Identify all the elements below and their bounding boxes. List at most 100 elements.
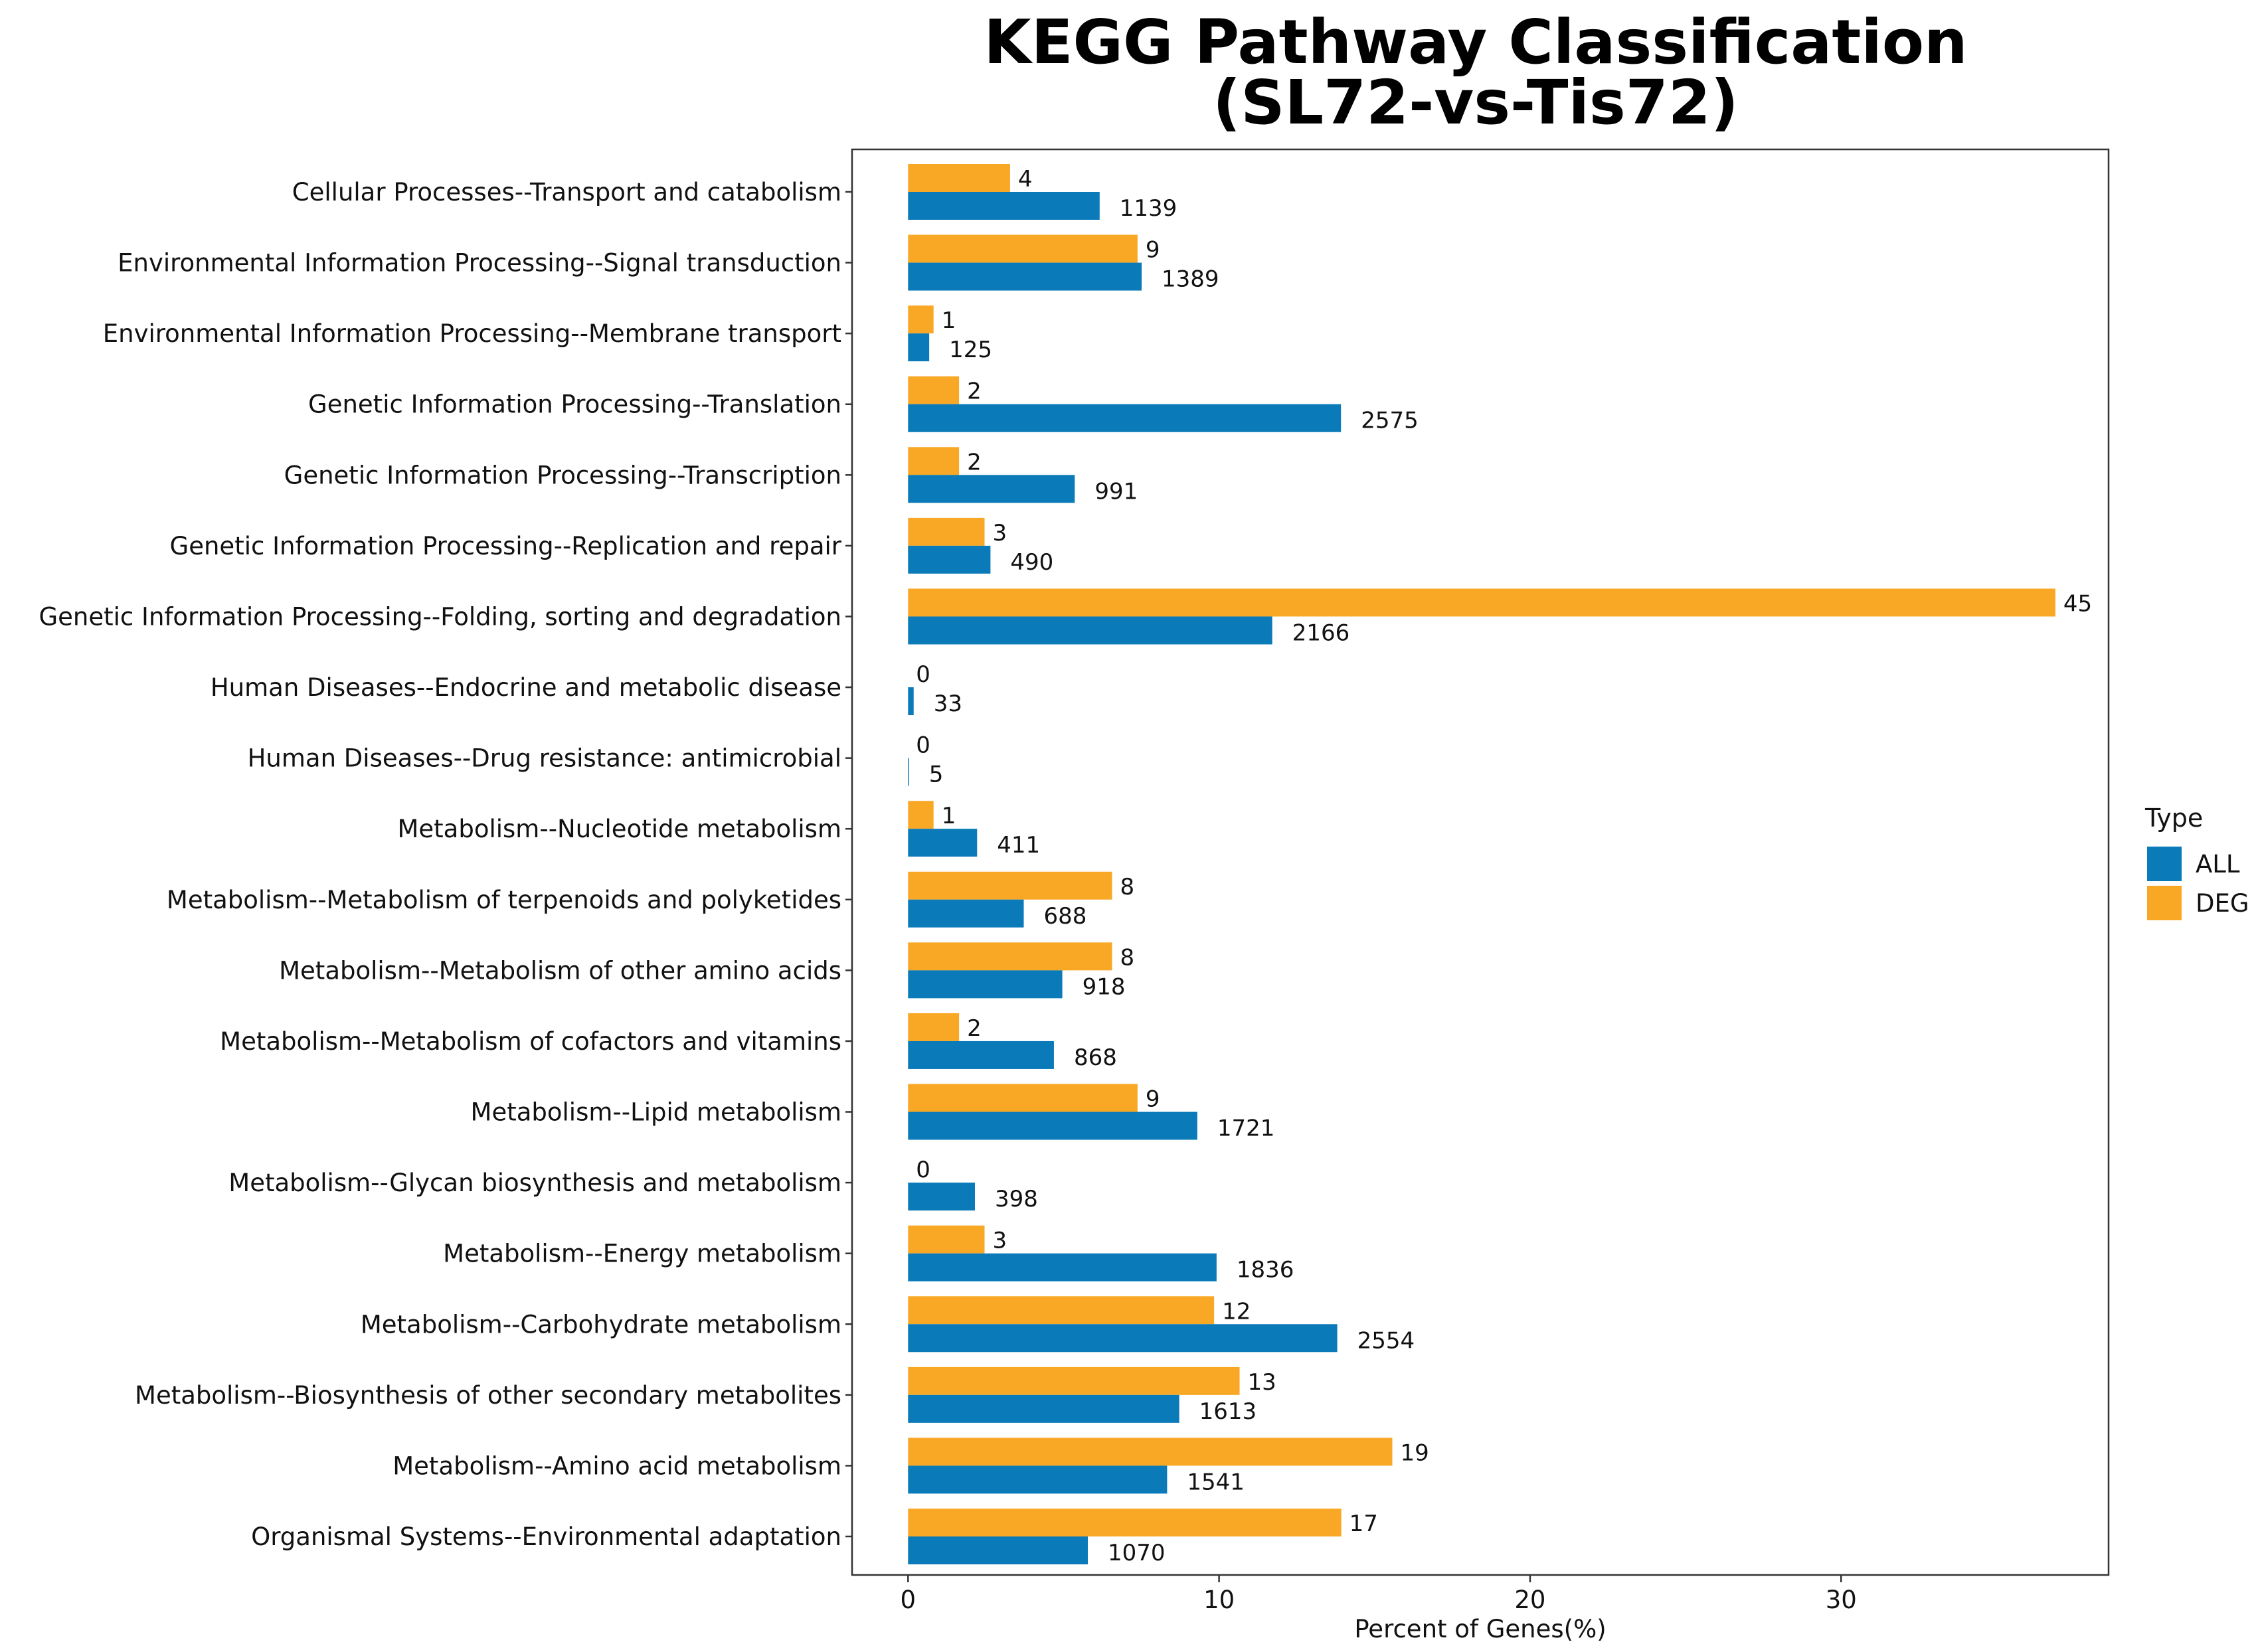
category-label: Genetic Information Processing--Replicat…: [170, 532, 842, 560]
category-label: Metabolism--Metabolism of other amino ac…: [279, 956, 841, 985]
bar-all: [908, 829, 978, 857]
bar-deg: [908, 801, 934, 829]
plot-frame: [851, 148, 2110, 1576]
bar-all: [908, 1112, 1197, 1140]
bar-deg: [908, 1013, 960, 1041]
bar-label-all: 688: [1044, 903, 1087, 930]
bar-label-all: 5: [929, 762, 944, 788]
category-label: Organismal Systems--Environmental adapta…: [251, 1523, 841, 1551]
bar-all: [908, 262, 1142, 291]
bar-label-deg: 1: [942, 803, 956, 829]
bar-deg: [908, 588, 2055, 617]
bar-deg: [908, 1366, 1240, 1395]
bar-all: [908, 1183, 975, 1211]
category-label: Genetic Information Processing--Folding,…: [39, 602, 842, 631]
bars-layer: 4113991389112522575299134904521660330514…: [908, 164, 2092, 1566]
bar-all: [908, 1465, 1168, 1494]
bar-label-all: 125: [949, 337, 992, 363]
category-label: Human Diseases--Drug resistance: antimic…: [248, 744, 841, 773]
bar-label-deg: 1: [942, 307, 956, 334]
bar-label-all: 1139: [1120, 195, 1177, 222]
bar-all: [908, 687, 914, 716]
x-tick-label: 10: [1203, 1586, 1235, 1614]
category-label: Metabolism--Lipid metabolism: [471, 1098, 841, 1127]
category-label: Metabolism--Metabolism of terpenoids and…: [167, 886, 841, 914]
x-axis-title: Percent of Genes(%): [1354, 1615, 1606, 1643]
bar-label-all: 411: [997, 832, 1040, 859]
bar-label-all: 1613: [1199, 1398, 1257, 1425]
bar-deg: [908, 1509, 1342, 1536]
bar-label-deg: 2: [967, 378, 982, 405]
bar-all: [908, 333, 930, 362]
x-tick-label: 20: [1514, 1586, 1545, 1614]
bar-label-deg: 0: [916, 732, 930, 759]
bar-all: [908, 758, 909, 786]
category-axis: Cellular Processes--Transport and catabo…: [39, 178, 852, 1551]
bar-label-deg: 8: [1120, 944, 1135, 971]
bar-label-all: 2166: [1292, 620, 1350, 646]
bar-label-deg: 17: [1349, 1511, 1378, 1537]
bar-label-deg: 2: [967, 449, 982, 475]
bar-label-deg: 0: [916, 1157, 930, 1183]
bar-deg: [908, 376, 960, 404]
bar-all: [908, 1253, 1217, 1281]
bar-all: [908, 1536, 1088, 1564]
bar-deg: [908, 1296, 1215, 1325]
bar-label-deg: 9: [1146, 1086, 1160, 1113]
bar-deg: [908, 517, 985, 546]
bar-deg: [908, 447, 960, 475]
x-tick-label: 30: [1826, 1586, 1857, 1614]
category-label: Environmental Information Processing--Si…: [118, 249, 841, 278]
bar-label-all: 991: [1094, 478, 1138, 505]
x-tick-label: 0: [901, 1586, 916, 1614]
bar-label-deg: 0: [916, 661, 930, 688]
bar-label-all: 868: [1074, 1044, 1117, 1071]
legend-title: Type: [2144, 803, 2203, 833]
x-axis: 0 10 20 30: [901, 1575, 1857, 1614]
bar-deg: [908, 942, 1112, 971]
bar-all: [908, 616, 1272, 645]
bar-label-deg: 8: [1120, 874, 1135, 900]
bar-label-all: 918: [1083, 973, 1126, 1000]
bar-label-all: 2554: [1357, 1327, 1415, 1354]
bar-label-deg: 13: [1248, 1369, 1276, 1396]
bar-all: [908, 475, 1075, 503]
bar-deg: [908, 871, 1112, 900]
bar-deg: [908, 1225, 985, 1254]
legend-label-deg: DEG: [2196, 889, 2249, 918]
bar-all: [908, 970, 1063, 999]
bar-deg: [908, 164, 1010, 192]
bar-all: [908, 192, 1100, 220]
bar-all: [908, 1394, 1179, 1423]
bar-all: [908, 1324, 1338, 1353]
bar-deg: [908, 1438, 1393, 1466]
bar-label-all: 1721: [1217, 1115, 1275, 1142]
bar-deg: [908, 305, 934, 334]
category-label: Genetic Information Processing--Translat…: [308, 390, 841, 419]
bar-label-all: 398: [995, 1186, 1038, 1212]
legend: Type ALL DEG: [2144, 803, 2249, 920]
bar-label-all: 1070: [1108, 1540, 1166, 1566]
bar-label-deg: 12: [1222, 1298, 1251, 1325]
legend-label-all: ALL: [2196, 850, 2240, 878]
bar-label-all: 1836: [1237, 1257, 1294, 1283]
category-label: Metabolism--Glycan biosynthesis and meta…: [228, 1169, 841, 1197]
category-label: Metabolism--Carbohydrate metabolism: [361, 1310, 841, 1339]
bar-label-all: 33: [934, 691, 962, 717]
category-label: Human Diseases--Endocrine and metabolic …: [211, 673, 841, 702]
chart-title-line-1: KEGG Pathway Classification: [984, 7, 1967, 78]
category-label: Genetic Information Processing--Transcri…: [284, 461, 841, 489]
legend-swatch-deg: [2147, 886, 2182, 920]
bar-label-deg: 2: [967, 1015, 982, 1042]
bar-label-all: 1541: [1187, 1469, 1245, 1495]
category-label: Metabolism--Metabolism of cofactors and …: [220, 1027, 841, 1056]
category-label: Metabolism--Biosynthesis of other second…: [135, 1381, 841, 1410]
bar-label-deg: 3: [993, 1228, 1007, 1254]
bar-all: [908, 899, 1024, 928]
bar-all: [908, 545, 991, 574]
bar-label-deg: 45: [2063, 590, 2092, 617]
bar-label-deg: 3: [993, 520, 1007, 546]
bar-label-all: 1389: [1162, 266, 1219, 293]
